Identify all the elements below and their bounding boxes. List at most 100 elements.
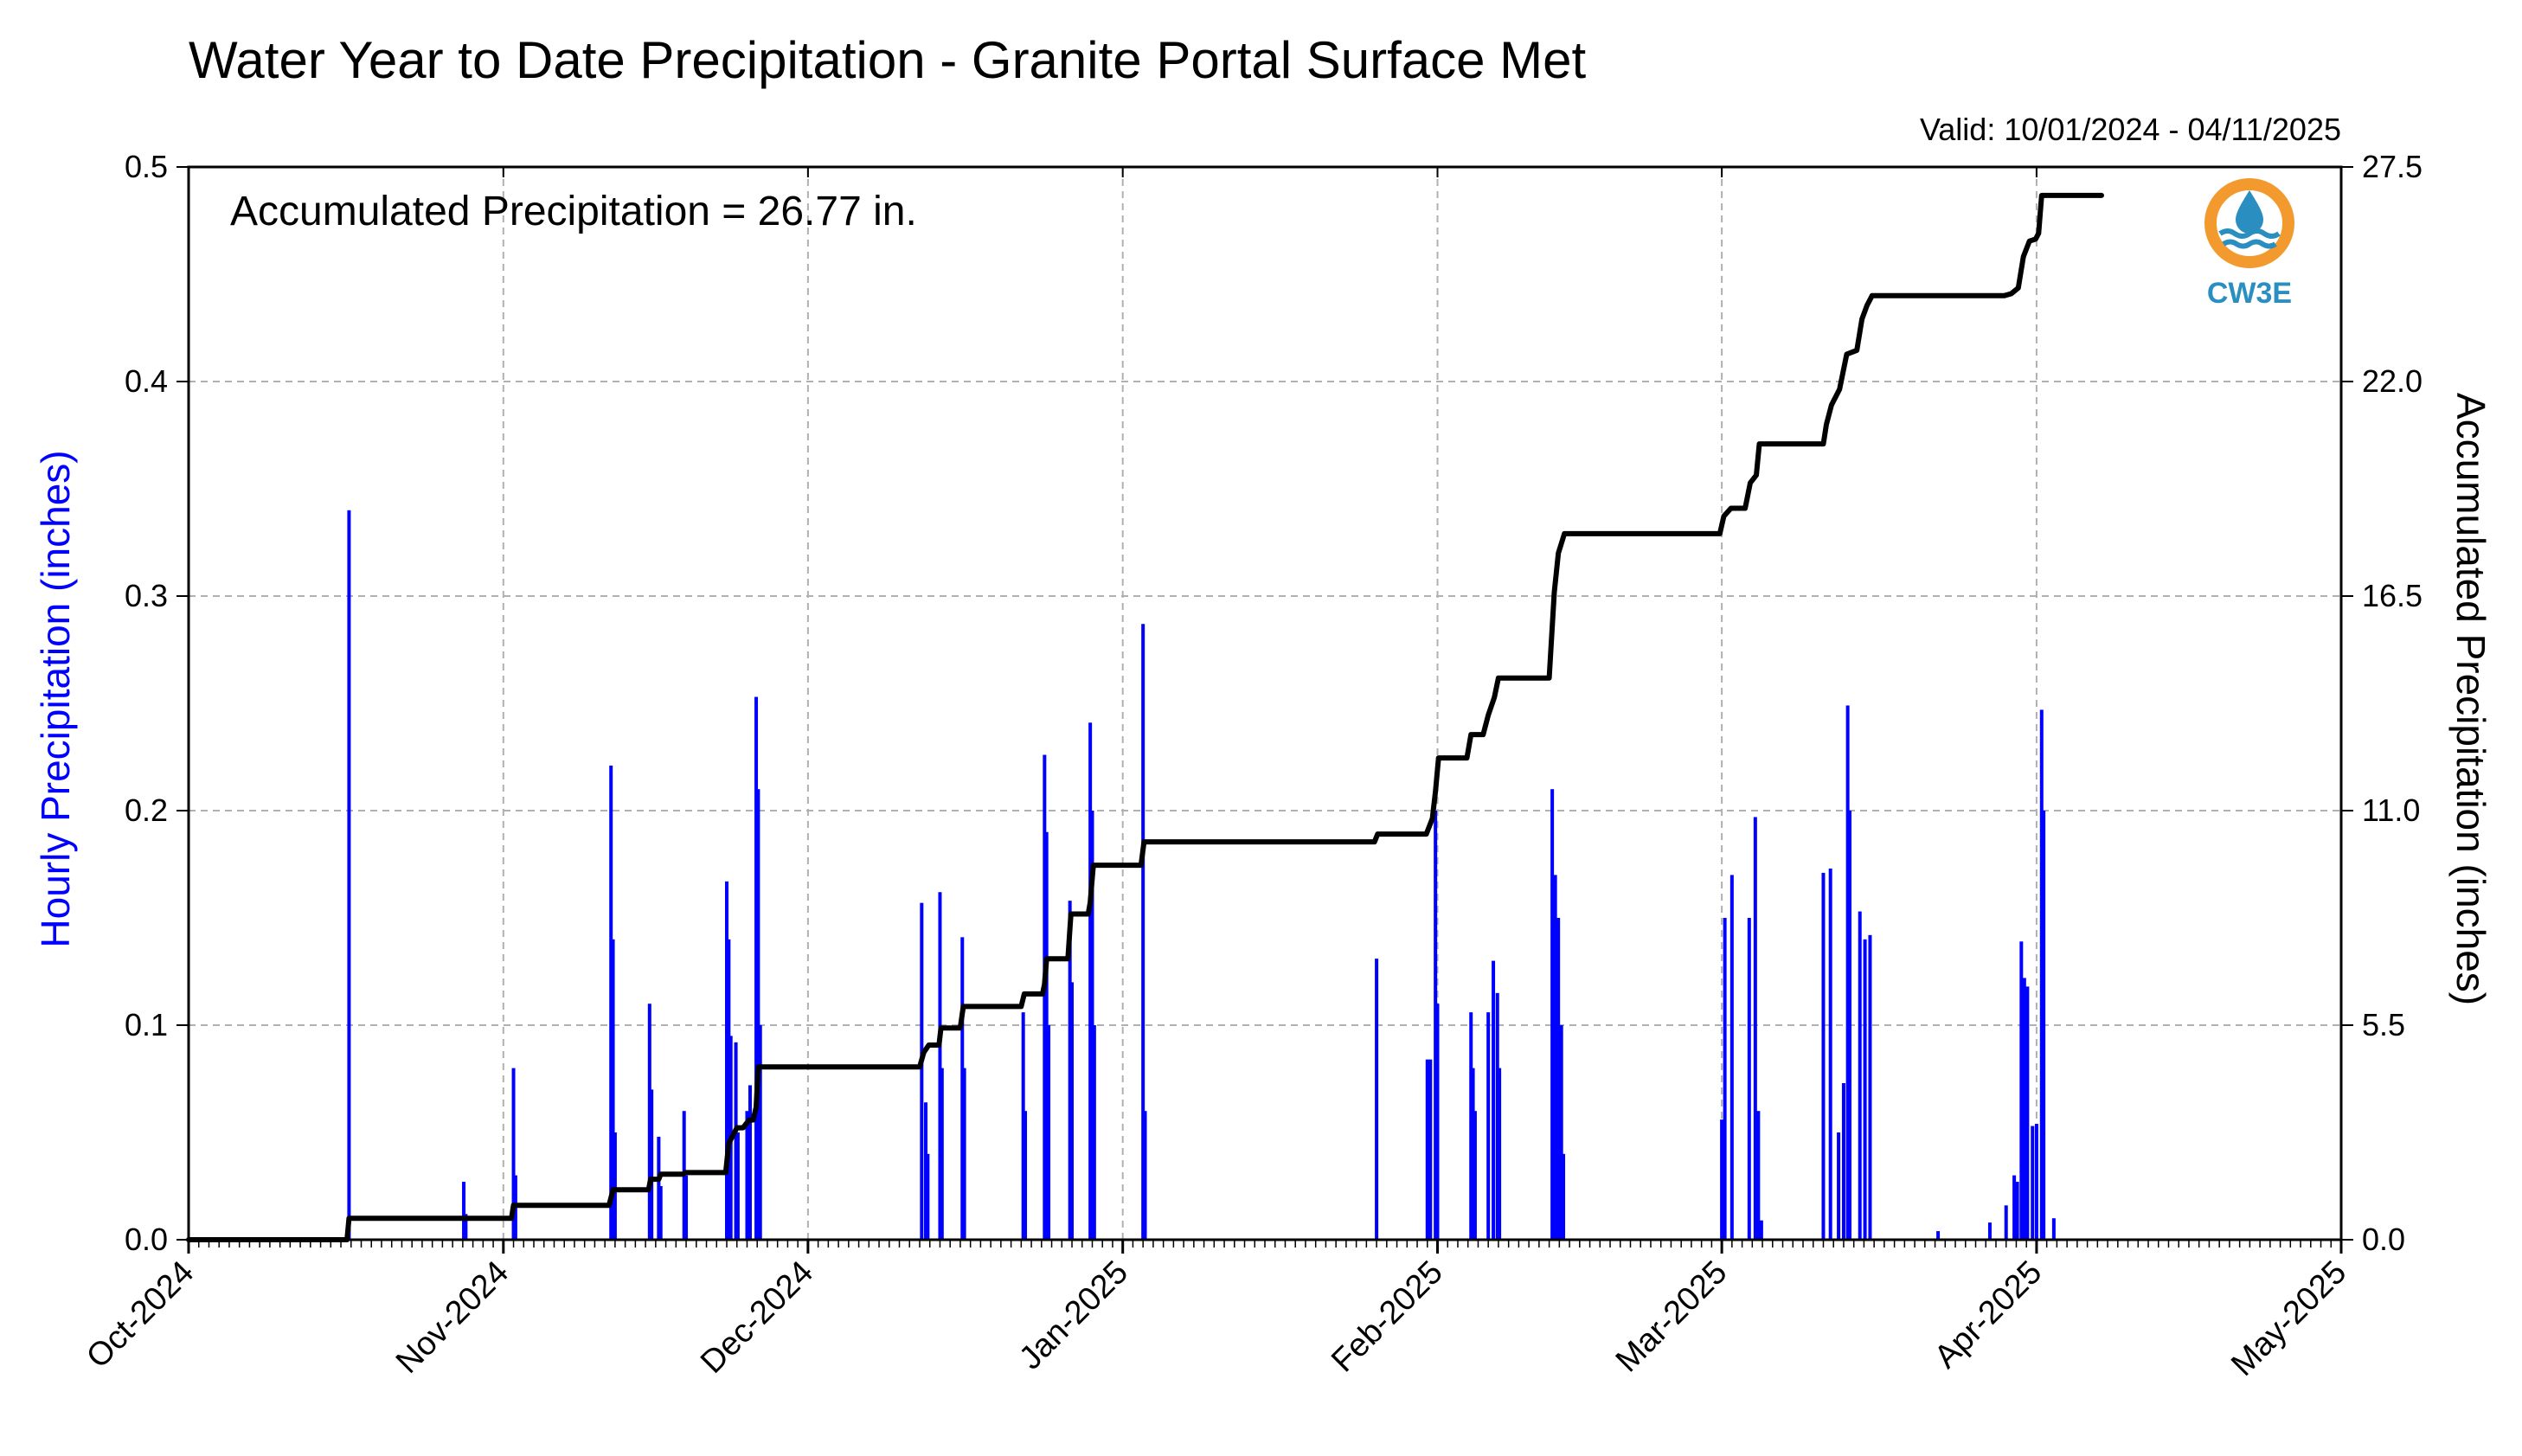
hourly-bar bbox=[754, 696, 759, 1240]
hourly-bar bbox=[1024, 1111, 1028, 1240]
hourly-bar bbox=[1841, 1082, 1845, 1240]
y-tick-label-left: 0.4 bbox=[125, 363, 168, 399]
hourly-bar bbox=[1858, 911, 1862, 1240]
hourly-bar bbox=[611, 939, 615, 1240]
hourly-bar bbox=[758, 1025, 762, 1240]
hourly-bar bbox=[962, 1068, 966, 1240]
hourly-bar bbox=[2022, 978, 2026, 1240]
hourly-bar bbox=[1756, 1111, 1761, 1240]
hourly-bar bbox=[2034, 1124, 2038, 1240]
hourly-bar bbox=[2031, 1126, 2035, 1240]
hourly-bar bbox=[960, 937, 965, 1240]
y-tick-label-right: 11.0 bbox=[2362, 792, 2420, 828]
hourly-bar bbox=[1845, 705, 1850, 1240]
hourly-bar bbox=[1486, 1012, 1491, 1240]
hourly-bar bbox=[745, 1111, 749, 1240]
hourly-bar bbox=[2015, 1182, 2019, 1240]
y-tick-label-right: 5.5 bbox=[2362, 1007, 2405, 1042]
hourly-bar bbox=[1092, 1025, 1096, 1240]
x-tick-label: Mar-2025 bbox=[1609, 1254, 1735, 1380]
hourly-bar bbox=[1428, 1059, 1433, 1240]
y-axis-label-left: Hourly Precipitation (inches) bbox=[33, 450, 78, 947]
hourly-bar bbox=[1141, 624, 1145, 1240]
hourly-bar bbox=[1047, 1025, 1051, 1240]
hourly-bar bbox=[1044, 831, 1049, 1240]
hourly-bar bbox=[2019, 941, 2024, 1240]
hourly-bar bbox=[1747, 918, 1751, 1240]
hourly-bar bbox=[650, 1089, 654, 1240]
hourly-bar bbox=[1723, 918, 1727, 1240]
hourly-bar bbox=[1828, 868, 1832, 1240]
hourly-bar bbox=[1070, 982, 1075, 1240]
chart-axes: 0.0 0.0 0.1 5.5 0.2 11.0 0.3 16.5 0.4 22.0 0.5 27.5… bbox=[80, 149, 2423, 1383]
hourly-bar bbox=[926, 1153, 930, 1240]
x-tick-label: May-2025 bbox=[2224, 1254, 2353, 1383]
hourly-bar bbox=[727, 939, 731, 1240]
hourly-bar bbox=[511, 1068, 516, 1240]
y-tick-label-right: 16.5 bbox=[2362, 578, 2423, 613]
hourly-bar bbox=[647, 1004, 651, 1240]
y-tick-label-right: 27.5 bbox=[2362, 149, 2423, 184]
hourly-bar bbox=[1556, 918, 1561, 1240]
hourly-bar bbox=[1495, 992, 1499, 1240]
hourly-bar bbox=[734, 1042, 738, 1240]
hourly-bar bbox=[1868, 934, 1872, 1240]
hourly-bar bbox=[1936, 1231, 1941, 1240]
x-tick-label: Dec-2024 bbox=[694, 1254, 820, 1381]
hourly-bar bbox=[920, 902, 924, 1240]
hourly-bar bbox=[1759, 1220, 1763, 1240]
hourly-bar bbox=[924, 1102, 928, 1240]
hourly-bar bbox=[1043, 754, 1047, 1240]
hourly-bar bbox=[1559, 1025, 1563, 1240]
hourly-bar bbox=[1553, 875, 1557, 1240]
hourly-bar bbox=[1492, 960, 1496, 1240]
x-tick-label: Apr-2025 bbox=[1928, 1254, 2049, 1376]
logo-text: CW3E bbox=[2207, 277, 2292, 310]
hourly-bar bbox=[1720, 1119, 1724, 1240]
hourly-bar bbox=[938, 892, 942, 1240]
x-tick-label: Oct-2024 bbox=[80, 1254, 201, 1376]
accumulated-precipitation-line bbox=[186, 192, 2104, 1242]
hourly-bar bbox=[940, 1068, 944, 1240]
y-axis-label-right: Accumulated Precipitation (inches) bbox=[2448, 393, 2493, 1005]
hourly-bar bbox=[1143, 1111, 1147, 1240]
hourly-bar bbox=[1729, 875, 1734, 1240]
hourly-bar bbox=[735, 1132, 740, 1240]
hourly-bar bbox=[1987, 1222, 1992, 1240]
plot-frame bbox=[187, 165, 2343, 1241]
x-tick-label: Nov-2024 bbox=[389, 1254, 516, 1381]
hourly-precipitation-bars bbox=[347, 510, 2056, 1240]
hourly-bar bbox=[1562, 1153, 1566, 1240]
y-tick-label-left: 0.1 bbox=[125, 1007, 168, 1042]
hourly-bar bbox=[1469, 1012, 1473, 1240]
hourly-bar bbox=[1434, 811, 1438, 1240]
hourly-bar bbox=[2004, 1205, 2008, 1240]
hourly-bar bbox=[684, 1175, 689, 1240]
valid-range-label: Valid: 10/01/2024 - 04/11/2025 bbox=[1920, 112, 2341, 147]
x-tick-label: Jan-2025 bbox=[1012, 1254, 1135, 1377]
hourly-bar bbox=[1068, 901, 1072, 1240]
hourly-bar bbox=[2025, 986, 2030, 1240]
hourly-bar bbox=[756, 789, 760, 1240]
y-tick-label-left: 0.5 bbox=[125, 149, 168, 184]
chart-title: Water Year to Date Precipitation - Grani… bbox=[189, 31, 1587, 89]
hourly-bar bbox=[1375, 959, 1379, 1240]
hourly-bar bbox=[613, 1132, 617, 1240]
hourly-bar bbox=[2051, 1218, 2056, 1240]
hourly-bar bbox=[2012, 1175, 2017, 1240]
hourly-bar bbox=[658, 1186, 663, 1240]
hourly-bar bbox=[464, 1214, 468, 1240]
hourly-bar bbox=[657, 1136, 661, 1240]
hourly-bar bbox=[462, 1182, 466, 1240]
hourly-bar bbox=[1435, 1004, 1440, 1240]
hourly-bar bbox=[347, 510, 351, 1240]
hourly-bar bbox=[2042, 811, 2046, 1240]
y-tick-label-left: 0.2 bbox=[125, 792, 168, 828]
water-drop-icon bbox=[2204, 178, 2294, 268]
x-tick-label: Feb-2025 bbox=[1325, 1254, 1450, 1380]
hourly-bar bbox=[1090, 811, 1094, 1240]
y-tick-label-left: 0.0 bbox=[125, 1222, 168, 1257]
hourly-bar bbox=[1821, 872, 1826, 1240]
cw3e-logo: CW3E bbox=[2204, 178, 2294, 310]
